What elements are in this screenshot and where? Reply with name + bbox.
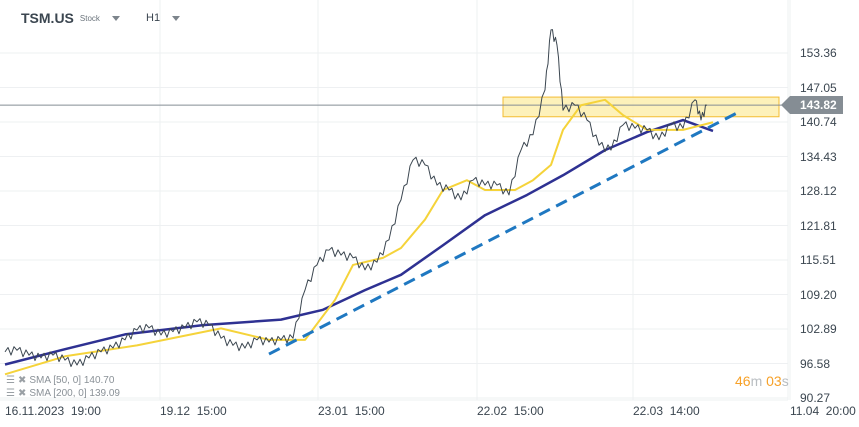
menu-icon[interactable]: ☰ [6,388,15,399]
y-tick-label: 102.89 [800,322,837,336]
y-tick-label: 140.74 [800,115,837,129]
y-tick-label: 109.20 [800,287,837,302]
y-tick-label: 115.51 [800,253,836,267]
close-icon[interactable]: ✖ [17,375,27,386]
x-tick-label: 23.01 15:00 [318,404,385,418]
countdown-minutes: 46 [735,373,751,389]
legend-sma50[interactable]: ☰ ✖ SMA [50, 0] 140.70 [6,375,114,386]
symbol-selector[interactable]: TSM.US Stock [21,10,120,26]
x-tick-label: 16.11.2023 19:00 [5,404,101,418]
y-tick-label: 90.27 [800,391,831,405]
instrument-type: Stock [79,13,100,23]
countdown-m-unit: m [750,373,763,389]
timeframe-selector[interactable]: H1 [146,12,181,24]
current-price-tag: 143.82 [781,96,843,114]
y-tick-label: 121.81 [800,218,837,233]
candle-countdown: 46m 03s [735,373,789,389]
countdown-s-unit: s [781,373,789,389]
y-tick-label: 153.36 [800,46,837,60]
legend-label: SMA [200, 0] 139.09 [29,388,120,399]
y-tick-label: 147.05 [800,80,837,95]
legend-sma200[interactable]: ☰ ✖ SMA [200, 0] 139.09 [6,388,120,399]
close-icon[interactable]: ✖ [17,388,27,399]
sma50-line [4,98,714,376]
y-tick-label: 96.58 [800,356,831,371]
x-tick-label: 22.02 15:00 [477,404,544,418]
x-tick-label: 22.03 14:00 [633,404,700,418]
chevron-down-icon [172,15,181,21]
x-tick-label: 19.12 15:00 [160,404,227,418]
symbol-name: TSM.US [21,10,74,26]
legend-label: SMA [50, 0] 140.70 [29,375,115,386]
y-tick-label: 128.12 [800,184,837,198]
timeframe-label: H1 [146,12,161,24]
resistance-zone [502,96,780,118]
x-tick-label: 11.04 20:00 [790,404,856,418]
countdown-seconds: 03 [766,373,782,389]
trend-line [268,111,738,356]
menu-icon[interactable]: ☰ [6,375,15,386]
price-line [4,29,708,368]
chevron-down-icon [111,15,120,21]
y-tick-label: 134.43 [800,149,837,164]
